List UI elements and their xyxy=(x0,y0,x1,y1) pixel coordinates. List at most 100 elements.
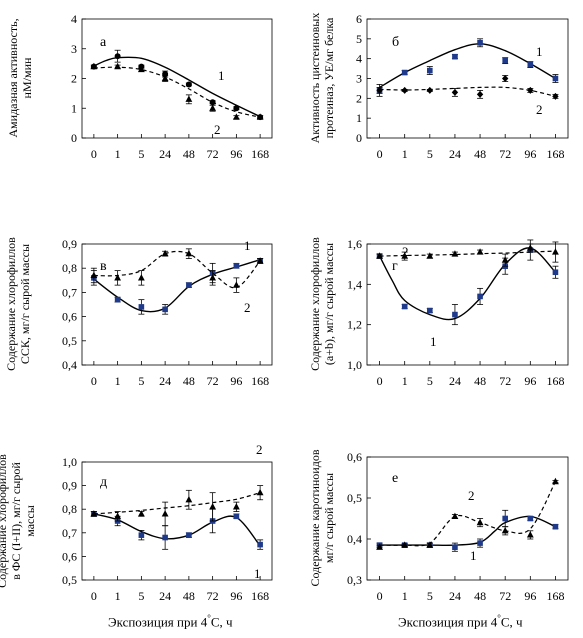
x-tick-label: 168 xyxy=(546,589,564,603)
x-tick-label: 96 xyxy=(524,147,536,161)
data-point xyxy=(161,510,169,517)
data-point xyxy=(186,282,192,288)
data-point xyxy=(162,306,168,313)
data-point xyxy=(476,248,484,255)
x-axis-label-text: Экспозиция при 4 xyxy=(398,614,498,630)
data-point xyxy=(401,86,408,94)
data-point xyxy=(401,69,408,76)
data-point xyxy=(257,541,263,548)
y-tick-label: 3 xyxy=(71,42,77,56)
x-tick-label: 5 xyxy=(138,374,144,388)
panel-letter: е xyxy=(392,471,398,486)
y-tick-label: 0,3 xyxy=(347,573,362,587)
data-point xyxy=(451,88,459,96)
series-2: 2 xyxy=(90,442,264,527)
data-point xyxy=(137,510,145,517)
series-1: 1 xyxy=(90,49,264,121)
chart-panel-g: 1,0 1,2 1,4 1,6 0 1 5 24 48 72 96 168 Содержание хло… xyxy=(308,237,569,388)
y-axis-label-line: нМ/мин xyxy=(20,57,34,98)
y-axis-label-line: мг/г сырой массы xyxy=(322,473,336,563)
data-point xyxy=(401,303,408,310)
data-point xyxy=(552,269,559,276)
data-point xyxy=(90,510,98,517)
y-tick-label: 0 xyxy=(71,131,77,145)
x-tick-label: 72 xyxy=(207,374,219,388)
panel-letter: а xyxy=(100,35,107,50)
y-tick-label: 0,6 xyxy=(347,450,362,464)
plot-frame xyxy=(81,18,273,139)
x-tick-label: 168 xyxy=(251,589,269,603)
chart-panel-v: 0,4 0,5 0,6 0,7 0,8 0,9 0 1 5 24 48 72 96 168 Содержан… xyxy=(4,237,273,388)
data-point xyxy=(401,541,409,548)
x-tick-label: 168 xyxy=(251,147,269,161)
data-point xyxy=(161,249,169,257)
x-tick-label: 1 xyxy=(115,147,121,161)
data-point xyxy=(526,244,534,251)
data-point xyxy=(552,248,559,255)
y-tick-label: 1 xyxy=(356,111,362,125)
series-label: 2 xyxy=(536,102,543,117)
data-point xyxy=(114,53,121,60)
series-2: 2 xyxy=(376,241,559,267)
data-point xyxy=(502,515,508,522)
data-point xyxy=(138,532,145,538)
series-line xyxy=(93,56,261,118)
x-tick-label: 72 xyxy=(207,589,219,603)
y-tick-label: 0,7 xyxy=(62,285,77,299)
x-tick-label: 24 xyxy=(449,374,461,388)
data-point xyxy=(452,53,458,60)
series-1: 1 xyxy=(376,239,559,349)
y-axis-label-line: ССК, мг/г сырой массы xyxy=(18,244,32,364)
data-point xyxy=(185,495,193,503)
data-point xyxy=(114,274,122,281)
x-tick-label: 5 xyxy=(138,589,144,603)
data-point xyxy=(185,81,192,88)
panel-letter: г xyxy=(392,259,398,274)
x-tick-label: 0 xyxy=(91,589,97,603)
y-tick-label: 0,4 xyxy=(347,532,362,546)
y-tick-label: 3 xyxy=(356,72,362,86)
x-tick-label: 24 xyxy=(449,147,461,161)
x-tick-label: 5 xyxy=(427,147,433,161)
y-axis-label: Содержание каротиноидовмг/г сырой массы xyxy=(308,449,336,586)
y-axis-label-line: протеиназ, УЕ/мг белка xyxy=(322,17,336,138)
x-tick-label: 168 xyxy=(546,374,564,388)
x-tick-label: 48 xyxy=(474,147,486,161)
data-point xyxy=(90,271,98,279)
y-axis-label: Содержание хлорофиллов(a+b), мг/г сырой … xyxy=(308,237,336,371)
series-label: 1 xyxy=(254,566,261,581)
data-point xyxy=(233,262,240,269)
y-tick-label: 4 xyxy=(356,52,362,66)
x-tick-label: 0 xyxy=(377,374,383,388)
y-axis-label: Амидазная активность,нМ/мин xyxy=(6,18,34,137)
x-tick-label: 72 xyxy=(499,589,511,603)
data-point xyxy=(233,513,240,520)
x-tick-label: 5 xyxy=(427,374,433,388)
data-point xyxy=(501,75,509,82)
x-tick-label: 1 xyxy=(115,589,121,603)
y-tick-label: 0,8 xyxy=(62,502,77,516)
series-1: 1 xyxy=(90,508,264,581)
data-point xyxy=(114,296,121,303)
data-point xyxy=(401,252,409,259)
data-point xyxy=(426,541,434,548)
x-tick-label: 48 xyxy=(474,589,486,603)
y-axis-label-line: Содержание хлорофиллов xyxy=(308,237,322,371)
data-point xyxy=(501,527,509,534)
x-tick-label: 5 xyxy=(427,589,433,603)
y-tick-label: 1,4 xyxy=(347,277,362,291)
series-label: 2 xyxy=(468,488,475,503)
x-tick-label: 24 xyxy=(449,589,461,603)
x-tick-label: 96 xyxy=(524,374,536,388)
series-label: 2 xyxy=(256,442,263,457)
y-tick-label: 1,0 xyxy=(347,358,362,372)
data-point xyxy=(161,74,169,82)
data-point xyxy=(477,540,483,546)
data-point xyxy=(232,113,240,120)
x-tick-label: 168 xyxy=(251,374,269,388)
data-point xyxy=(476,90,484,98)
data-point xyxy=(501,256,509,263)
x-tick-label: 24 xyxy=(159,374,171,388)
series-line xyxy=(93,66,261,118)
series-1: 1 xyxy=(376,38,559,97)
